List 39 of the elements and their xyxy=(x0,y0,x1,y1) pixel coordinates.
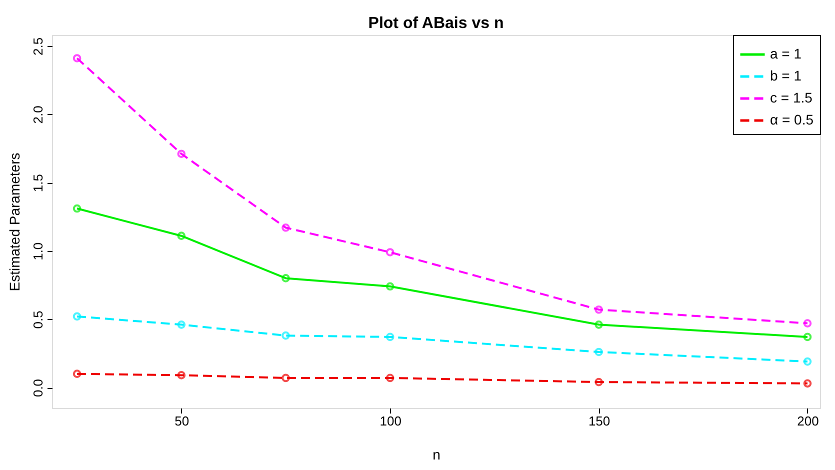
legend-label: b = 1 xyxy=(770,68,802,84)
point xyxy=(177,320,186,329)
point xyxy=(803,357,812,366)
point xyxy=(177,150,186,158)
point xyxy=(177,232,186,240)
point xyxy=(72,312,82,321)
y-tick-label: 2.5 xyxy=(30,37,46,56)
point xyxy=(72,370,82,378)
point xyxy=(386,374,394,382)
legend-label: α = 0.5 xyxy=(770,112,814,128)
point xyxy=(282,274,290,282)
y-tick-label: 1.5 xyxy=(30,174,46,192)
point xyxy=(594,348,603,356)
point xyxy=(386,248,394,256)
point xyxy=(594,320,603,329)
point xyxy=(594,305,603,314)
point xyxy=(594,378,603,386)
legend-label: a = 1 xyxy=(770,46,802,62)
point xyxy=(72,54,82,62)
y-tick-label: 2.0 xyxy=(30,106,46,124)
x-tick-label: 50 xyxy=(174,414,190,428)
x-tick-label: 200 xyxy=(797,414,819,428)
point xyxy=(282,374,290,382)
point xyxy=(386,332,394,342)
y-tick-label: 0.0 xyxy=(30,378,46,398)
chart-title: Plot of ABais vs n xyxy=(368,15,504,32)
legend-label: c = 1.5 xyxy=(770,90,813,106)
point xyxy=(282,223,290,232)
point xyxy=(386,282,394,291)
x-axis-title: n xyxy=(432,446,440,462)
point xyxy=(177,371,186,380)
point xyxy=(803,319,812,328)
point xyxy=(282,331,290,340)
x-tick-label: 100 xyxy=(380,414,402,428)
point xyxy=(803,379,812,388)
y-tick-label: 0.5 xyxy=(30,310,46,329)
x-tick-label: 150 xyxy=(588,414,610,428)
y-tick-label: 1.0 xyxy=(30,242,46,260)
y-axis-title: Estimated Parameters xyxy=(6,152,22,292)
